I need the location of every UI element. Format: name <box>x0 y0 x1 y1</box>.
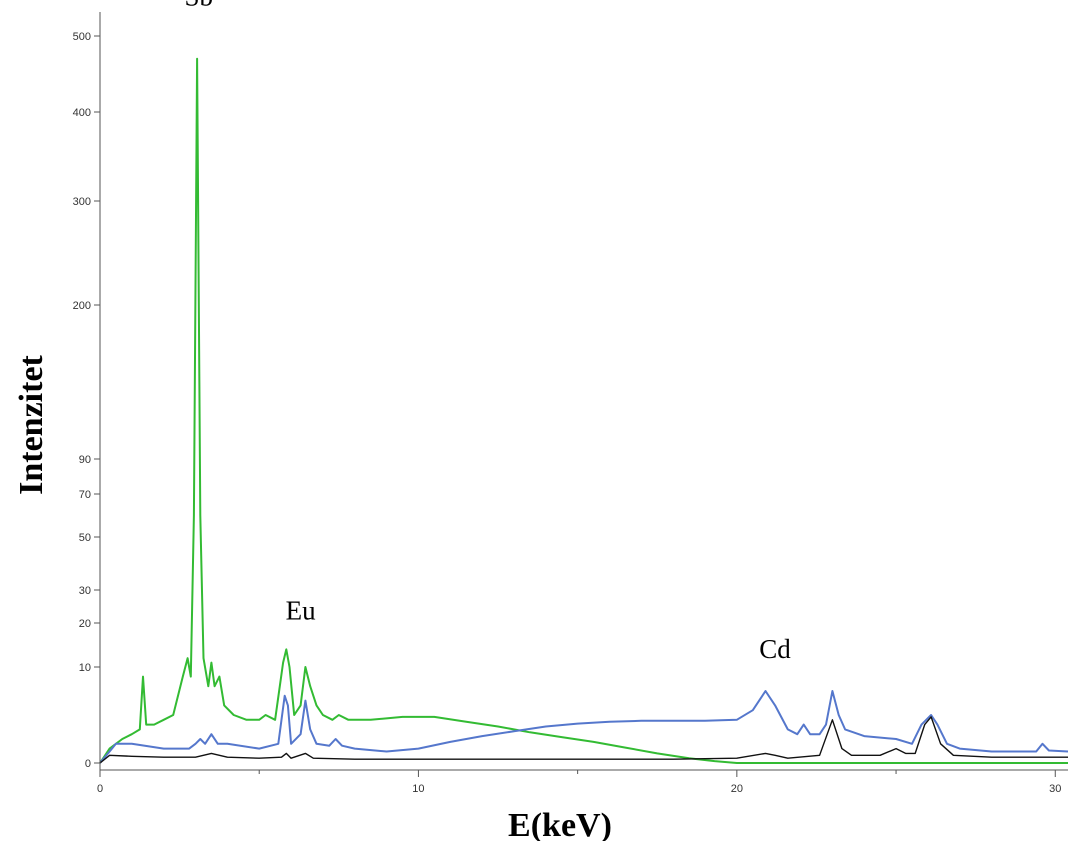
axis-layer: 0 10 20 30 0 10 20 30 50 70 90 200 300 400 500 <box>73 12 1068 795</box>
annotation-layer: Sb Eu Cd <box>184 0 791 664</box>
y-tick-label: 10 <box>79 662 91 674</box>
x-ticks: 0 10 20 30 <box>97 770 1061 795</box>
series-line-2 <box>99 690 1069 764</box>
series-line-1 <box>99 57 1068 764</box>
x-tick-label: 0 <box>97 783 103 795</box>
y-tick-label: 0 <box>85 758 91 770</box>
series-layer <box>99 57 1069 764</box>
peak-label-eu: Eu <box>286 596 316 626</box>
y-tick-label: 200 <box>73 300 91 312</box>
y-tick-label: 50 <box>79 532 91 544</box>
x-tick-label: 20 <box>731 783 743 795</box>
peak-label-sb: Sb <box>184 0 213 12</box>
y-axis-title: Intenzitet <box>13 354 50 494</box>
y-tick-label: 30 <box>79 585 91 597</box>
y-ticks: 0 10 20 30 50 70 90 200 300 400 500 <box>73 31 100 770</box>
peak-label-cd: Cd <box>759 634 791 664</box>
x-tick-label: 30 <box>1049 783 1061 795</box>
y-tick-label: 500 <box>73 31 91 43</box>
y-tick-label: 400 <box>73 107 91 119</box>
y-tick-label: 90 <box>79 454 91 466</box>
x-tick-label: 10 <box>412 783 424 795</box>
x-axis-title: E(keV) <box>508 807 612 841</box>
y-tick-label: 300 <box>73 196 91 208</box>
y-tick-label: 20 <box>79 618 91 630</box>
series-line-3 <box>99 716 1068 764</box>
y-tick-label: 70 <box>79 489 91 501</box>
